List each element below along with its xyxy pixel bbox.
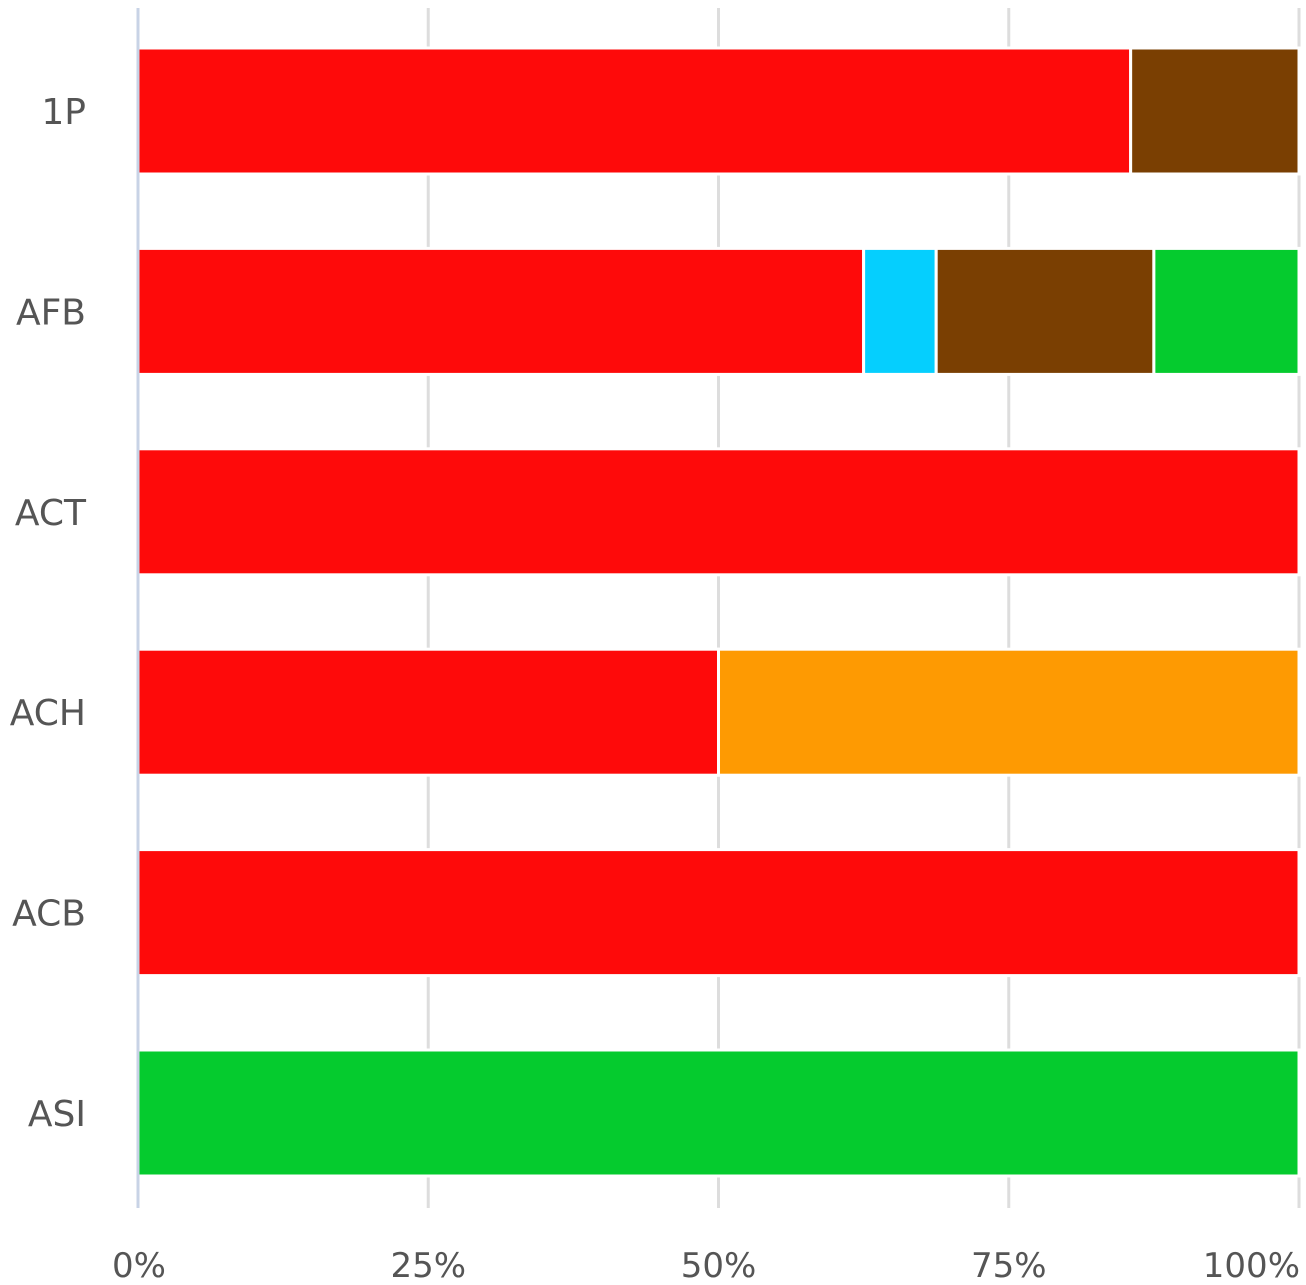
x-tick-label-1: 25% (390, 1246, 466, 1285)
bar-ach-segment-2 (717, 647, 1301, 777)
category-label-act: ACT (15, 493, 87, 534)
bar-act-segment-1 (136, 447, 1301, 577)
bar-1p-segment-1 (136, 46, 1133, 176)
bar-afb-segment-2 (862, 246, 938, 376)
x-tick-label-3: 75% (971, 1246, 1047, 1285)
x-tick-label-4: 100% (1203, 1246, 1300, 1285)
bar-1p-segment-2 (1129, 46, 1301, 176)
bar-afb-segment-4 (1152, 246, 1301, 376)
x-tick-label-2: 50% (681, 1246, 757, 1285)
bars (136, 46, 1301, 1178)
x-tick-label-0: 0% (112, 1246, 166, 1285)
category-labels: 1P AFB ACT ACH ACB ASI (10, 92, 87, 1135)
x-axis-tick-labels: 0% 25% 50% 75% 100% (112, 1246, 1300, 1285)
bar-afb-segment-1 (136, 246, 866, 376)
bar-acb-segment-1 (136, 848, 1301, 978)
category-label-1p: 1P (41, 92, 86, 133)
gridlines (426, 8, 1301, 1208)
category-label-asi: ASI (28, 1094, 86, 1135)
bar-afb-segment-3 (934, 246, 1156, 376)
category-label-ach: ACH (10, 693, 86, 734)
category-label-afb: AFB (16, 292, 86, 333)
bar-asi-segment-1 (136, 1048, 1301, 1178)
category-label-acb: ACB (12, 894, 86, 935)
bar-ach-segment-1 (136, 647, 720, 777)
